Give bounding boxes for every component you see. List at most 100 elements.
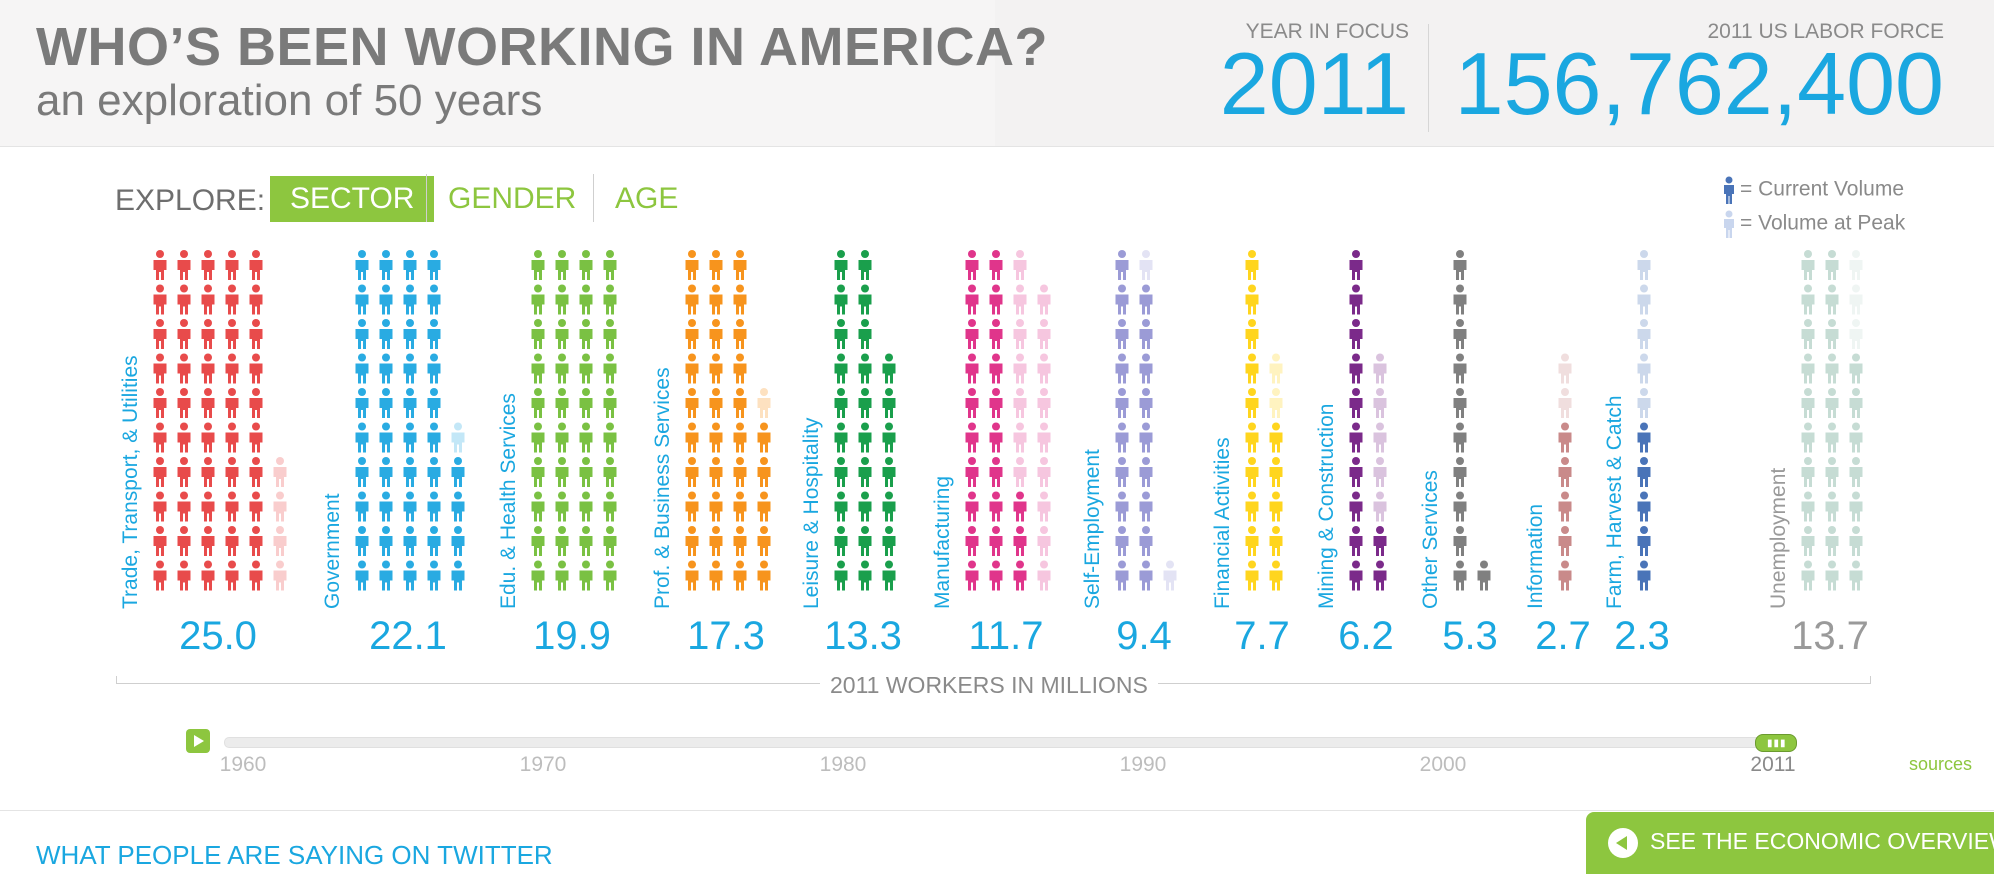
worker-icon-current <box>403 388 417 418</box>
worker-icon-current <box>1558 422 1572 453</box>
worker-icon-current <box>531 526 545 556</box>
worker-icon-current <box>1453 491 1467 522</box>
worker-icon-current <box>1801 250 1815 280</box>
worker-icon-current <box>757 457 771 487</box>
worker-icon-current <box>379 284 393 315</box>
worker-icon-peak <box>1037 526 1051 556</box>
sector-value: 6.2 <box>1338 614 1394 658</box>
worker-icon-current <box>225 422 239 453</box>
tab-age[interactable]: AGE <box>615 182 679 215</box>
worker-icon-peak <box>1037 353 1051 384</box>
worker-icon-current <box>1349 457 1363 487</box>
timeline-slider-track[interactable] <box>224 737 1796 748</box>
worker-icon-current <box>757 491 771 522</box>
worker-icon-current <box>403 457 417 487</box>
worker-icon-current <box>379 560 393 591</box>
tab-gender[interactable]: GENDER <box>448 182 577 215</box>
worker-icon-peak <box>1373 353 1387 384</box>
worker-icon-current <box>1269 491 1283 522</box>
tab-sector[interactable]: SECTOR <box>270 176 435 222</box>
play-button[interactable] <box>186 729 210 753</box>
worker-icon-peak <box>1849 319 1863 349</box>
worker-icon-current <box>1349 560 1363 591</box>
worker-icon-current <box>403 422 417 453</box>
worker-icon-current <box>1139 560 1153 591</box>
worker-icon-peak <box>1013 250 1027 280</box>
worker-icon-current <box>1453 250 1467 280</box>
worker-icon-current <box>603 422 617 453</box>
worker-icon-current <box>201 526 215 556</box>
worker-icon-current <box>153 388 167 418</box>
worker-icon-current <box>249 422 263 453</box>
worker-icon-current <box>733 353 747 384</box>
worker-icon-current <box>603 319 617 349</box>
timeline-slider-handle[interactable]: ▮▮▮ <box>1755 734 1797 752</box>
worker-icon-current <box>427 284 441 315</box>
worker-icon-current <box>834 388 848 418</box>
worker-icon-current <box>965 491 979 522</box>
worker-icon-current <box>709 388 723 418</box>
worker-icon-current <box>531 353 545 384</box>
worker-icon-current <box>834 526 848 556</box>
worker-icon-current <box>531 284 545 315</box>
legend-peak: = Volume at Peak <box>1722 210 1905 238</box>
worker-icon-current <box>555 353 569 384</box>
person-icon-peak <box>1724 210 1734 238</box>
worker-icon-current <box>965 526 979 556</box>
worker-icon-current <box>1269 526 1283 556</box>
worker-icon-current <box>427 526 441 556</box>
worker-icon-current <box>685 560 699 591</box>
legend-current: = Current Volume <box>1722 176 1904 204</box>
worker-icon-current <box>685 422 699 453</box>
worker-icon-current <box>379 250 393 280</box>
worker-icon-current <box>403 284 417 315</box>
worker-icon-current <box>858 560 872 591</box>
worker-icon-current <box>1558 560 1572 591</box>
worker-icon-current <box>379 388 393 418</box>
worker-icon-current <box>531 319 545 349</box>
worker-icon-current <box>685 353 699 384</box>
worker-icon-current <box>965 284 979 315</box>
worker-icon-current <box>603 560 617 591</box>
worker-icon-current <box>1269 560 1283 591</box>
worker-icon-current <box>1637 526 1651 556</box>
sector-value: 19.9 <box>533 614 611 658</box>
worker-icon-current <box>709 457 723 487</box>
worker-icon-peak <box>451 422 465 453</box>
worker-icon-current <box>1825 250 1839 280</box>
worker-icon-current <box>1801 491 1815 522</box>
worker-icon-current <box>1453 319 1467 349</box>
worker-icon-peak <box>1373 422 1387 453</box>
worker-icon-current <box>427 422 441 453</box>
worker-icon-current <box>834 422 848 453</box>
worker-icon-current <box>733 388 747 418</box>
worker-icon-peak <box>1373 457 1387 487</box>
sources-link[interactable]: sources <box>1908 754 1972 774</box>
economic-overview-button[interactable]: SEE THE ECONOMIC OVERVIEW <box>1586 812 1994 874</box>
worker-icon-current <box>965 457 979 487</box>
sector-value: 9.4 <box>1116 614 1172 658</box>
worker-icon-current <box>709 284 723 315</box>
economic-overview-label: SEE THE ECONOMIC OVERVIEW <box>1650 828 1994 854</box>
worker-icon-current <box>555 560 569 591</box>
worker-icon-current <box>858 388 872 418</box>
worker-icon-current <box>153 284 167 315</box>
worker-icon-current <box>249 560 263 591</box>
worker-icon-current <box>989 560 1003 591</box>
header-title-area <box>0 0 995 146</box>
worker-icon-current <box>249 526 263 556</box>
worker-icon-current <box>858 422 872 453</box>
worker-icon-current <box>1849 560 1863 591</box>
worker-icon-peak <box>1849 284 1863 315</box>
worker-icon-current <box>579 250 593 280</box>
worker-icon-current <box>1349 353 1363 384</box>
timeline-year: 1980 <box>819 753 867 776</box>
worker-icon-current <box>153 457 167 487</box>
tab-divider <box>426 174 427 222</box>
worker-icon-current <box>379 491 393 522</box>
worker-icon-current <box>1115 353 1129 384</box>
worker-icon-current <box>579 491 593 522</box>
worker-icon-current <box>1245 353 1259 384</box>
worker-icon-current <box>531 250 545 280</box>
twitter-heading[interactable]: WHAT PEOPLE ARE SAYING ON TWITTER <box>36 840 553 870</box>
